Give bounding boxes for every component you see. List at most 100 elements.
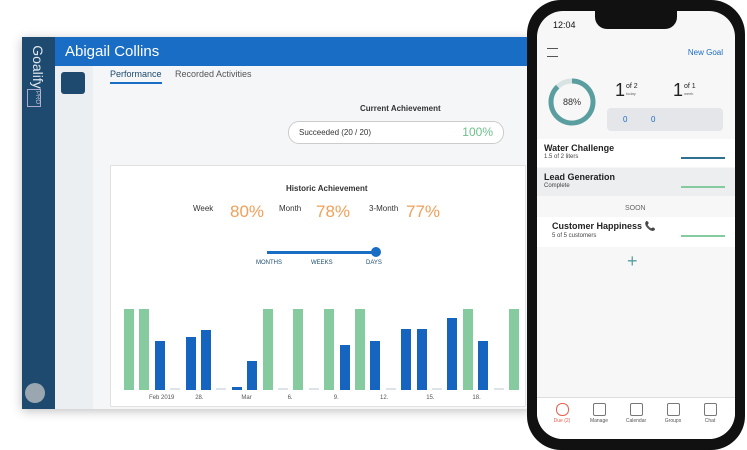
phone-frame: 12:04 New Goal 88% 0 0 1 of 2 today 1 of 1 we…: [527, 0, 745, 450]
nav-icon[interactable]: [61, 72, 85, 94]
bar: [185, 337, 196, 390]
current-card: Succeeded (20 / 20) 100%: [288, 121, 504, 144]
x-label: 18.: [472, 395, 481, 401]
bar: [462, 309, 473, 390]
nav-icon[interactable]: [667, 403, 680, 416]
nav-label[interactable]: Calendar: [625, 418, 647, 424]
bar: [247, 360, 258, 390]
x-label: 9.: [333, 395, 339, 401]
bar: [478, 341, 489, 390]
nav-icon[interactable]: [630, 403, 643, 416]
goal-row[interactable]: [537, 217, 735, 247]
menu-icon[interactable]: [547, 48, 558, 57]
bar: [509, 309, 519, 390]
bar: [201, 330, 211, 390]
count: 1: [615, 80, 626, 100]
header: Abigail Collins: [55, 37, 532, 66]
goal-title: Customer Happiness 📞: [552, 221, 656, 231]
nav-label[interactable]: Due (2): [553, 418, 571, 424]
goal-progress: [681, 157, 725, 159]
bar: [124, 309, 134, 390]
notch: [595, 11, 677, 29]
ring-label: 88%: [563, 97, 581, 107]
x-label: 12.: [380, 395, 389, 401]
bar: [262, 309, 273, 390]
stat-label: Month: [279, 204, 302, 213]
ring: 88%: [548, 78, 596, 126]
bar: [432, 388, 442, 390]
slider-label: DAYS: [366, 260, 382, 266]
historic-card: Historic Achievement Week 80% Month 78% 3-Mo…: [110, 165, 526, 407]
count-unit: week: [684, 91, 694, 96]
bar: [370, 341, 381, 390]
user-name: Abigail Collins: [65, 43, 160, 60]
avatar[interactable]: [25, 383, 45, 403]
stat-label: Week: [193, 204, 214, 213]
goal-row[interactable]: [537, 168, 735, 196]
ring-progress: [548, 78, 596, 126]
x-label: Feb 2019: [149, 395, 175, 401]
new-goal[interactable]: New Goal: [687, 48, 723, 57]
x-label: 28.: [195, 395, 204, 401]
slider-track: [267, 251, 377, 254]
slider-label: WEEKS: [311, 260, 333, 266]
tag-count: 0: [651, 115, 656, 124]
bar: [324, 309, 335, 390]
goal-sub: 5 of 5 customers: [552, 233, 597, 239]
count: 1: [673, 80, 684, 100]
stat-value: 77%: [406, 202, 441, 221]
x-label: Mar: [241, 395, 252, 401]
tab[interactable]: Recorded Activities: [175, 69, 252, 79]
bar: [231, 386, 242, 390]
count-unit: today: [626, 91, 636, 96]
goal-title: Lead Generation: [544, 172, 616, 182]
stat-label: 3-Month: [369, 204, 399, 213]
sidebar: Goalify PRO: [22, 37, 55, 409]
bar: [493, 388, 504, 390]
nav-label[interactable]: Chat: [704, 418, 716, 424]
goal-sub: 1.5 of 2 liters: [544, 154, 579, 160]
add-button[interactable]: +: [627, 251, 638, 271]
count-of: of 1: [684, 83, 696, 90]
icon-rail: [55, 66, 93, 409]
bar: [355, 309, 365, 390]
soon-label: SOON: [625, 205, 646, 212]
tag-count: 0: [623, 115, 628, 124]
bar: [416, 329, 427, 390]
current-text: Succeeded (20 / 20): [299, 128, 372, 137]
brand: Goalify: [29, 45, 46, 89]
bar: [447, 317, 458, 390]
phone-screen: 12:04 New Goal 88% 0 0 1 of 2 today 1 of 1 we…: [537, 11, 735, 439]
bar: [216, 388, 227, 390]
nav-icon[interactable]: [704, 403, 717, 416]
goal-row[interactable]: [537, 139, 735, 167]
goal-sub: Complete: [544, 183, 570, 189]
stat-value: 80%: [230, 202, 265, 221]
clock: 12:04: [553, 20, 576, 30]
x-label: 6.: [287, 395, 293, 401]
goal-progress: [681, 186, 725, 188]
nav-label[interactable]: Groups: [664, 418, 682, 424]
bar: [293, 309, 304, 390]
tab-bar: [537, 397, 735, 439]
nav-icon[interactable]: [556, 403, 569, 416]
bar: [385, 388, 396, 390]
x-label: 15.: [426, 395, 435, 401]
tag-box: 0 0: [607, 108, 723, 131]
goal-progress: [681, 235, 725, 237]
bar: [278, 388, 288, 390]
badge: PRO: [27, 89, 41, 107]
slider-label: MONTHS: [256, 260, 282, 266]
bar: [139, 309, 150, 390]
nav-icon[interactable]: [593, 403, 606, 416]
bar: [339, 344, 350, 390]
desktop-window: Goalify PRO Abigail Collins Performance …: [22, 37, 532, 409]
nav-label[interactable]: Manage: [589, 418, 609, 424]
bar: [308, 388, 319, 390]
section-title: Current Achievement: [360, 104, 441, 113]
tab[interactable]: Performance: [110, 69, 162, 84]
slider-knob[interactable]: [371, 247, 381, 257]
bar: [170, 388, 181, 390]
stat-value: 78%: [316, 202, 351, 221]
